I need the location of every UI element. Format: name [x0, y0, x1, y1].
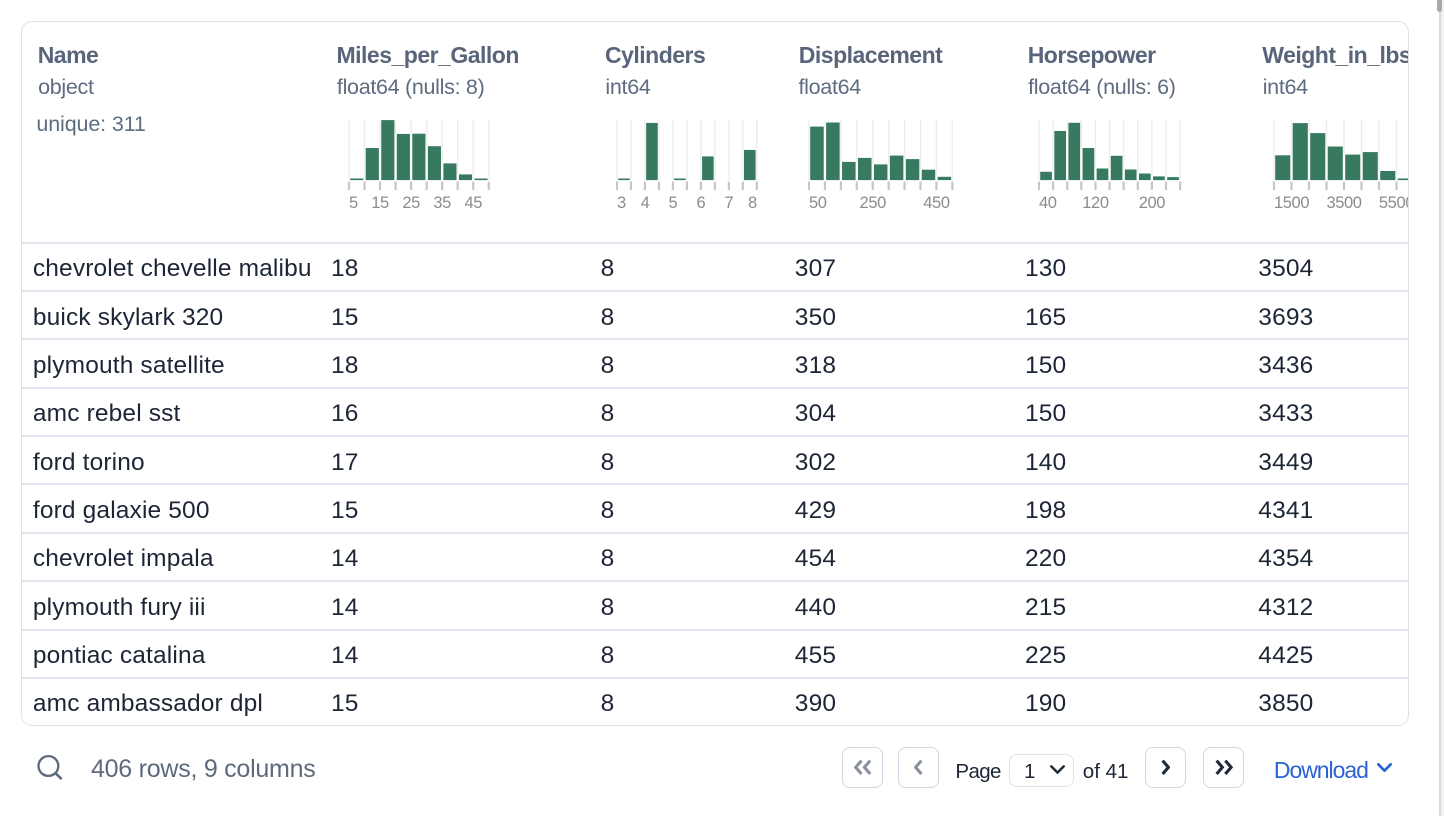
svg-text:250: 250 [859, 194, 886, 212]
svg-text:5500: 5500 [1379, 194, 1409, 212]
svg-text:35: 35 [433, 194, 451, 212]
svg-text:3: 3 [617, 194, 626, 212]
svg-text:5: 5 [349, 194, 358, 212]
svg-text:45: 45 [464, 194, 482, 212]
svg-text:450: 450 [923, 194, 950, 212]
svg-text:40: 40 [1039, 194, 1057, 212]
svg-text:1500: 1500 [1274, 194, 1309, 212]
svg-text:7: 7 [724, 194, 733, 212]
svg-text:25: 25 [402, 194, 420, 212]
svg-text:5: 5 [668, 194, 677, 212]
svg-text:4: 4 [640, 194, 649, 212]
svg-text:120: 120 [1083, 194, 1110, 212]
svg-text:200: 200 [1139, 194, 1166, 212]
svg-text:8: 8 [748, 194, 757, 212]
svg-text:3500: 3500 [1327, 194, 1362, 212]
svg-text:50: 50 [809, 194, 827, 212]
svg-text:6: 6 [696, 194, 705, 212]
svg-text:15: 15 [371, 194, 389, 212]
